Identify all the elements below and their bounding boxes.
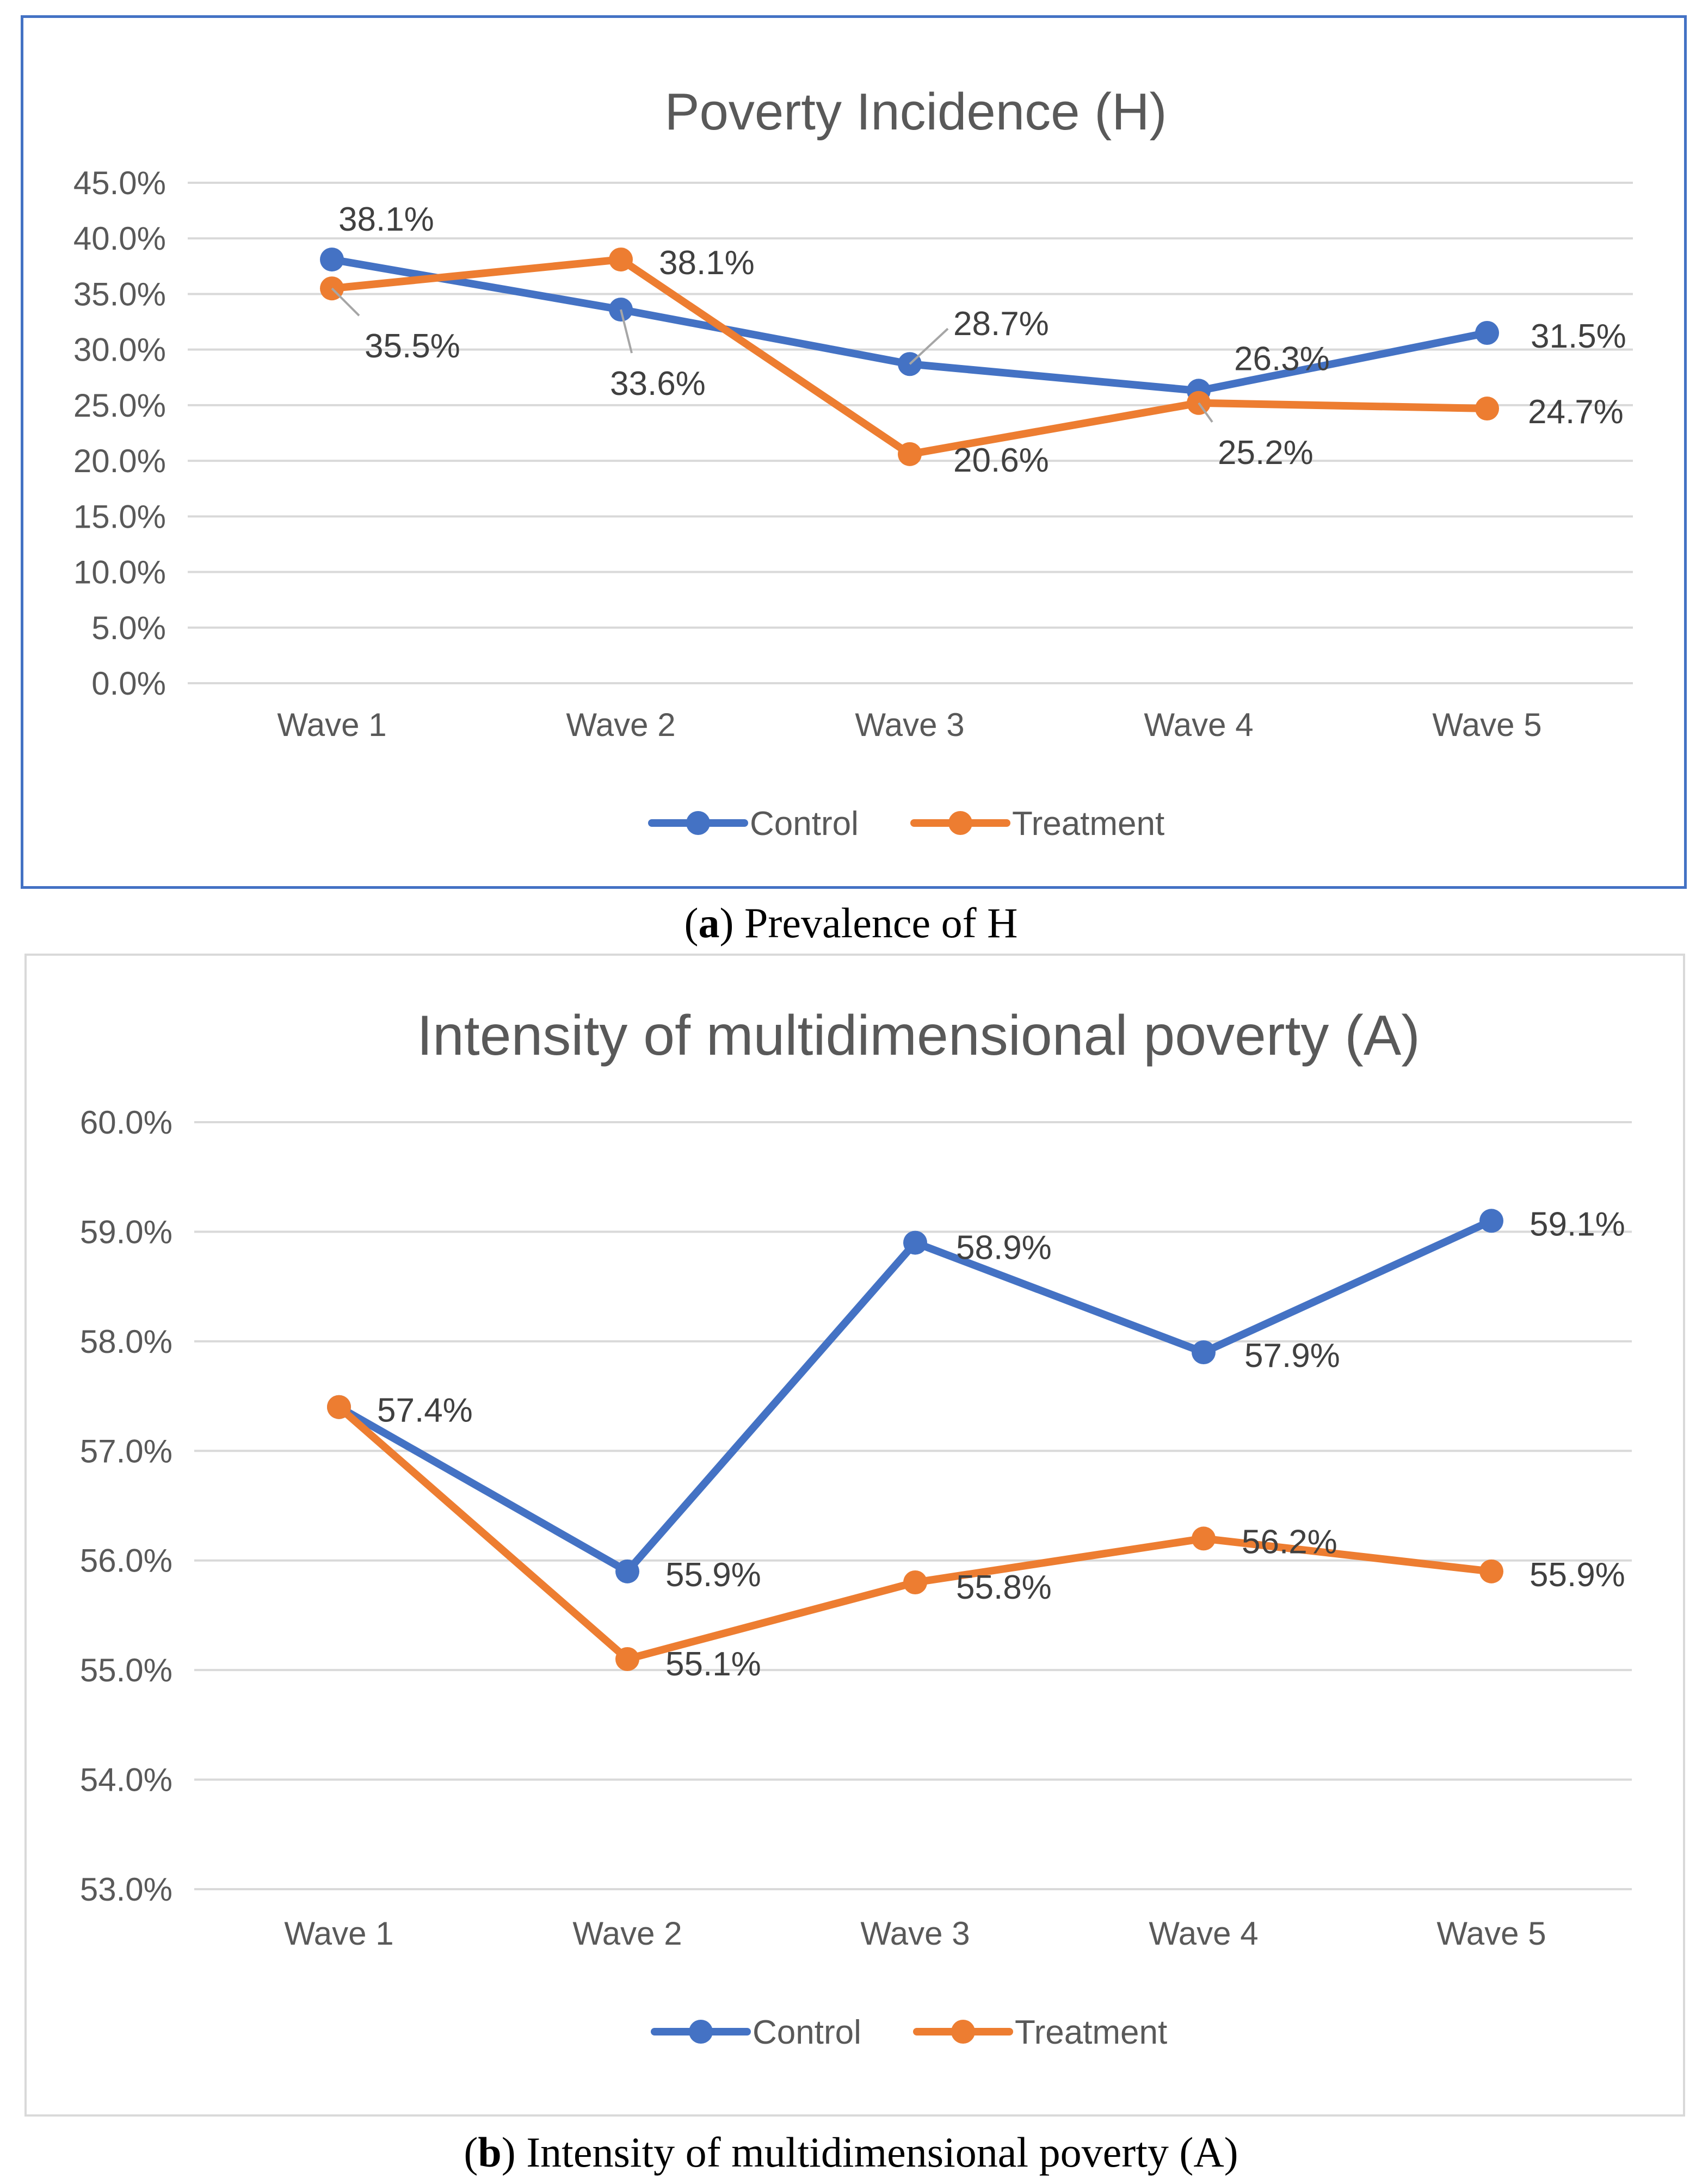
data-point-control: [320, 248, 344, 272]
data-point-treatment: [1479, 1559, 1503, 1583]
y-tick-label: 15.0%: [73, 498, 166, 535]
data-label-treatment: 25.2%: [1218, 434, 1314, 472]
data-point-treatment: [898, 442, 922, 466]
chart-panel-a: Poverty Incidence (H) 45.0% 40.0% 35.0% 30.0…: [21, 15, 1687, 889]
x-tick-label: Wave 3: [860, 1915, 970, 1952]
data-label-control: 55.9%: [665, 1556, 761, 1594]
data-label-treatment: 55.9%: [1530, 1556, 1625, 1594]
data-label-control: 58.9%: [956, 1229, 1052, 1267]
data-label-treatment: 38.1%: [659, 244, 755, 282]
data-label-treatment: 55.1%: [665, 1645, 761, 1683]
chart-title: Poverty Incidence (H): [664, 83, 1167, 141]
data-point-treatment: [903, 1570, 927, 1594]
data-point-control: [903, 1230, 927, 1255]
data-point-control: [1479, 1209, 1503, 1233]
x-tick-label: Wave 2: [572, 1915, 682, 1952]
data-label-treatment: 35.5%: [365, 327, 460, 365]
data-point-treatment: [1475, 397, 1499, 421]
chart-title: Intensity of multidimensional poverty (A…: [417, 1004, 1420, 1067]
y-tick-label: 35.0%: [73, 276, 166, 312]
x-tick-label: Wave 5: [1432, 707, 1541, 743]
legend-marker-control: [686, 811, 710, 835]
data-label-control: 26.3%: [1234, 340, 1330, 378]
legend-label-control: Control: [750, 805, 859, 843]
data-label-treatment: 55.8%: [956, 1569, 1052, 1606]
data-label-control: 31.5%: [1531, 318, 1626, 355]
y-tick-label: 45.0%: [73, 165, 166, 201]
y-tick-label: 60.0%: [80, 1104, 172, 1141]
caption-b: (b) Intensity of multidimensional povert…: [464, 2129, 1238, 2176]
y-tick-label: 54.0%: [80, 1762, 172, 1798]
series-line-control: [335, 1217, 1495, 1575]
x-tick-label: Wave 5: [1436, 1915, 1546, 1952]
chart-b: Intensity of multidimensional poverty (A…: [80, 1004, 1632, 2051]
data-point-treatment: [1192, 1526, 1216, 1551]
caption-a: (a) Prevalence of H: [684, 899, 1018, 946]
data-point-control: [1475, 321, 1499, 345]
data-label-control: 57.4%: [377, 1392, 473, 1430]
legend-marker-control: [689, 2020, 713, 2044]
chart-panel-b: Intensity of multidimensional poverty (A…: [24, 954, 1685, 2117]
leader-line: [1198, 402, 1213, 423]
x-tick-label: Wave 2: [566, 707, 675, 743]
y-tick-label: 40.0%: [73, 220, 166, 257]
leader-line: [331, 287, 360, 317]
caption-b-text: Intensity of multidimensional poverty (A…: [515, 2129, 1238, 2176]
data-point-treatment: [327, 1395, 351, 1419]
legend-label-control: Control: [753, 2014, 861, 2051]
data-label-control: 33.6%: [610, 365, 706, 403]
caption-b-letter: b: [478, 2129, 502, 2176]
legend-label-treatment: Treatment: [1012, 805, 1164, 843]
leader-line: [620, 309, 633, 354]
data-label-treatment: 24.7%: [1528, 393, 1624, 431]
y-tick-label: 58.0%: [80, 1323, 172, 1360]
x-tick-label: Wave 1: [284, 1915, 393, 1952]
legend-marker-treatment: [951, 2020, 975, 2044]
y-tick-label: 25.0%: [73, 387, 166, 424]
caption-a-text: Prevalence of H: [733, 899, 1018, 946]
x-tick-label: Wave 3: [855, 707, 964, 743]
data-label-control: 57.9%: [1244, 1337, 1340, 1375]
y-tick-label: 5.0%: [91, 610, 166, 646]
data-point-control: [1192, 1340, 1216, 1364]
caption-a-letter: a: [698, 899, 720, 946]
y-tick-label: 20.0%: [73, 443, 166, 479]
x-tick-label: Wave 1: [277, 707, 386, 743]
legend-marker-treatment: [948, 811, 972, 835]
data-label-treatment: 20.6%: [953, 442, 1049, 479]
data-point-control: [615, 1559, 639, 1583]
data-point-treatment: [615, 1647, 639, 1671]
leader-line: [909, 327, 949, 365]
y-tick-label: 57.0%: [80, 1433, 172, 1469]
y-tick-label: 10.0%: [73, 554, 166, 591]
y-tick-label: 56.0%: [80, 1543, 172, 1579]
y-tick-label: 55.0%: [80, 1652, 172, 1688]
data-label-treatment: 56.2%: [1242, 1523, 1337, 1561]
y-tick-label: 53.0%: [80, 1871, 172, 1908]
data-label-control: 59.1%: [1530, 1205, 1625, 1243]
data-label-control: 28.7%: [953, 305, 1049, 343]
y-tick-label: 0.0%: [91, 665, 166, 702]
y-tick-label: 59.0%: [80, 1214, 172, 1250]
data-label-control: 38.1%: [338, 201, 434, 238]
data-point-treatment: [609, 248, 633, 272]
x-tick-label: Wave 4: [1149, 1915, 1258, 1952]
legend-label-treatment: Treatment: [1015, 2014, 1167, 2051]
x-tick-label: Wave 4: [1144, 707, 1253, 743]
y-tick-label: 30.0%: [73, 332, 166, 368]
chart-a: Poverty Incidence (H) 45.0% 40.0% 35.0% 30.0…: [73, 83, 1633, 843]
